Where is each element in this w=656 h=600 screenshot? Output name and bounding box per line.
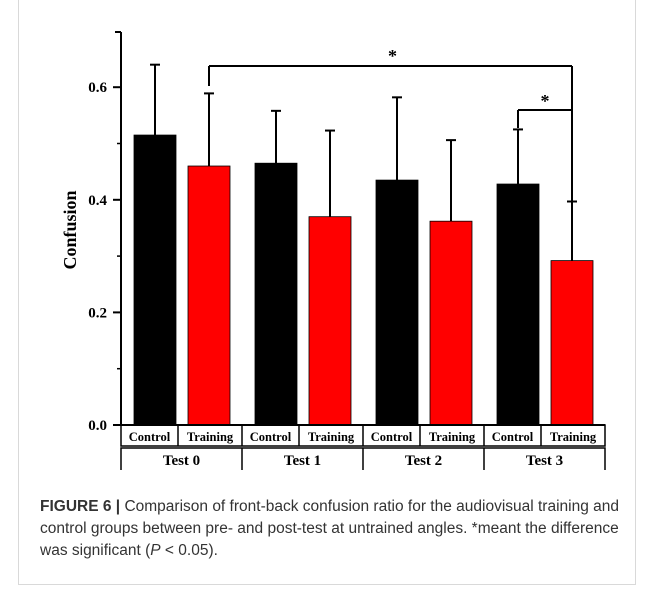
y-tick-label-3: 0.6 [88,80,107,96]
caption-text: Comparison of front-back confusion ratio… [40,498,620,559]
significance-star-long: * [388,46,397,66]
category-label-control-0: Control [129,430,171,444]
bar-control-2 [375,179,419,426]
group-label-0: Test 0 [163,453,200,469]
y-axis-label: Confusion [60,190,80,269]
category-label-training-1: Training [308,430,355,444]
bar-chart: 0.0 0.2 0.4 0.6 Confusion Control Training Test… [60,31,606,470]
group-label-2: Test 2 [405,453,442,469]
category-label-training-3: Training [550,430,597,444]
category-label-training-2: Training [429,430,476,444]
significance-star-short: * [541,91,550,111]
y-tick-label-0: 0.0 [88,418,107,434]
figure-frame [18,0,636,585]
category-label-control-3: Control [492,430,534,444]
bar-training-3 [550,260,594,426]
y-tick-label-2: 0.4 [88,193,107,209]
bar-training-2 [429,220,473,426]
bar-control-1 [254,162,298,426]
caption-p-symbol: P [150,542,161,559]
bar-control-3 [496,183,540,426]
group-label-1: Test 1 [284,453,321,469]
caption-label: FIGURE 6 | [40,498,121,515]
bar-control-0 [133,134,177,426]
category-label-control-1: Control [250,430,292,444]
caption-text-end: < 0.05). [160,542,218,559]
group-label-3: Test 3 [526,453,563,469]
figure-caption: FIGURE 6 | Comparison of front-back conf… [40,496,620,562]
bar-training-1 [308,216,352,426]
bar-training-0 [187,165,231,426]
y-tick-label-1: 0.2 [88,305,107,321]
category-label-control-2: Control [371,430,413,444]
category-label-training-0: Training [187,430,234,444]
